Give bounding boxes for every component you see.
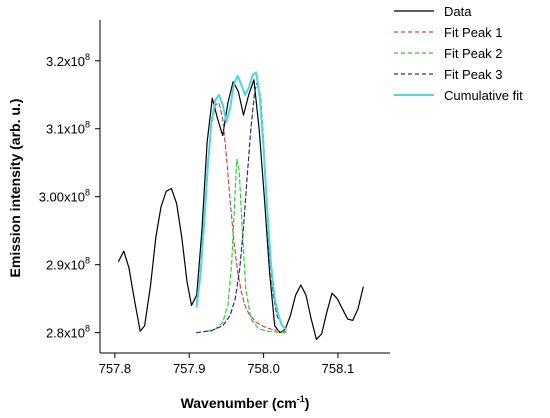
legend-label: Fit Peak 1: [444, 25, 503, 40]
x-axis-ticks: 757.8 757.9 758.0 758.1: [99, 353, 355, 376]
y-tick-label: 2.8x108: [46, 324, 90, 341]
legend-label: Fit Peak 2: [444, 46, 503, 61]
plot-area: [99, 20, 390, 354]
x-tick-label: 757.8: [99, 361, 132, 376]
legend-label: Cumulative fit: [444, 88, 523, 103]
x-axis-title-main: Wavenumber (cm: [181, 395, 297, 411]
series-layer: [117, 71, 364, 340]
series-data: [117, 79, 364, 340]
series-cumulative-fit: [195, 71, 287, 331]
x-tick-label: 757.9: [173, 361, 206, 376]
y-tick-label: 2.9x108: [46, 256, 90, 273]
x-tick-label: 758.0: [247, 361, 280, 376]
x-tick-label: 758.1: [322, 361, 355, 376]
y-axis-title: Emission intensity (arb. u.): [7, 99, 23, 278]
series-fit-peak-2: [207, 158, 287, 334]
x-axis-title-superscript: -1: [297, 394, 305, 404]
y-tick-label: 3.2x108: [46, 52, 90, 69]
legend-label: Fit Peak 3: [444, 67, 503, 82]
legend: Data Fit Peak 1 Fit Peak 2 Fit Peak 3 Cumula…: [394, 4, 523, 103]
x-axis-title: Wavenumber (cm-1): [181, 394, 310, 411]
x-axis-title-end: ): [305, 395, 310, 411]
y-tick-label: 3.00x108: [39, 188, 90, 205]
legend-label: Data: [444, 4, 472, 19]
y-axis-ticks: 2.8x108 2.9x108 3.00x108 3.1x108 3.2x108: [39, 52, 100, 341]
series-fit-peak-3: [196, 80, 287, 334]
y-tick-label: 3.1x108: [46, 120, 90, 137]
